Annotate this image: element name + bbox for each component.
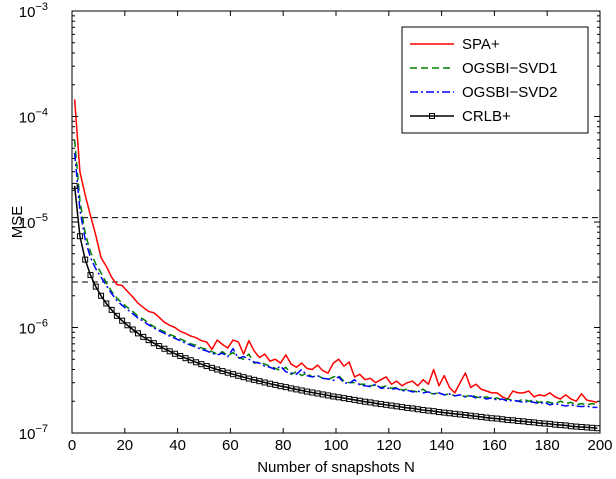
y-tick-label: 10−3: [19, 1, 48, 21]
series-group: [71, 99, 601, 432]
data-point-crlb: [103, 300, 110, 307]
data-point-crlb: [98, 292, 105, 299]
x-tick-label: 80: [275, 437, 292, 454]
x-tick-label: 140: [429, 437, 454, 454]
x-tick-label: 40: [169, 437, 186, 454]
y-axis-ticks: 10−7 10−6 10−5 10−4 10−3: [19, 1, 600, 443]
x-tick-label: 60: [222, 437, 239, 454]
data-point-crlb: [124, 322, 131, 329]
y-tick-label: 10−7: [19, 423, 48, 443]
data-point-crlb: [140, 333, 147, 340]
legend-label-ogsbi-svd2: OGSBI−SVD2: [462, 84, 557, 101]
x-tick-label: 100: [323, 437, 348, 454]
data-point-crlb: [119, 317, 126, 324]
data-point-crlb: [76, 233, 83, 240]
x-axis-ticks: 0 20 40 60 80 100 120 140 160 180 200: [68, 11, 613, 454]
legend-label-spa: SPA+: [462, 36, 500, 53]
x-tick-label: 180: [535, 437, 560, 454]
data-point-crlb: [113, 312, 120, 319]
x-tick-label: 160: [482, 437, 507, 454]
data-point-crlb: [129, 326, 136, 333]
y-tick-label: 10−5: [19, 212, 48, 232]
data-point-crlb: [92, 283, 99, 290]
data-point-crlb: [145, 337, 152, 344]
data-point-crlb: [135, 330, 141, 337]
x-tick-label: 200: [587, 437, 612, 454]
series-line-ogsbi-svd2: [73, 153, 598, 409]
legend-marker-crlb: [429, 113, 435, 119]
y-tick-label: 10−4: [19, 107, 48, 127]
series-line-ogsbi-svd1: [73, 139, 598, 406]
data-point-crlb: [87, 272, 94, 279]
data-point-crlb: [82, 256, 89, 263]
x-tick-label: 0: [68, 437, 76, 454]
series-line-spa: [73, 99, 598, 404]
reference-lines: [72, 217, 600, 283]
y-axis-label: MSE: [9, 206, 26, 239]
legend: SPA+ OGSBI−SVD1 OGSBI−SVD2 CRLB+: [401, 26, 589, 134]
data-point-crlb: [108, 306, 115, 313]
x-tick-label: 120: [376, 437, 401, 454]
legend-label-ogsbi-svd1: OGSBI−SVD1: [462, 60, 557, 77]
legend-label-crlb: CRLB+: [462, 108, 511, 125]
x-axis-label: Number of snapshots N: [257, 459, 415, 476]
y-tick-label: 10−6: [19, 318, 48, 338]
x-tick-label: 20: [116, 437, 133, 454]
